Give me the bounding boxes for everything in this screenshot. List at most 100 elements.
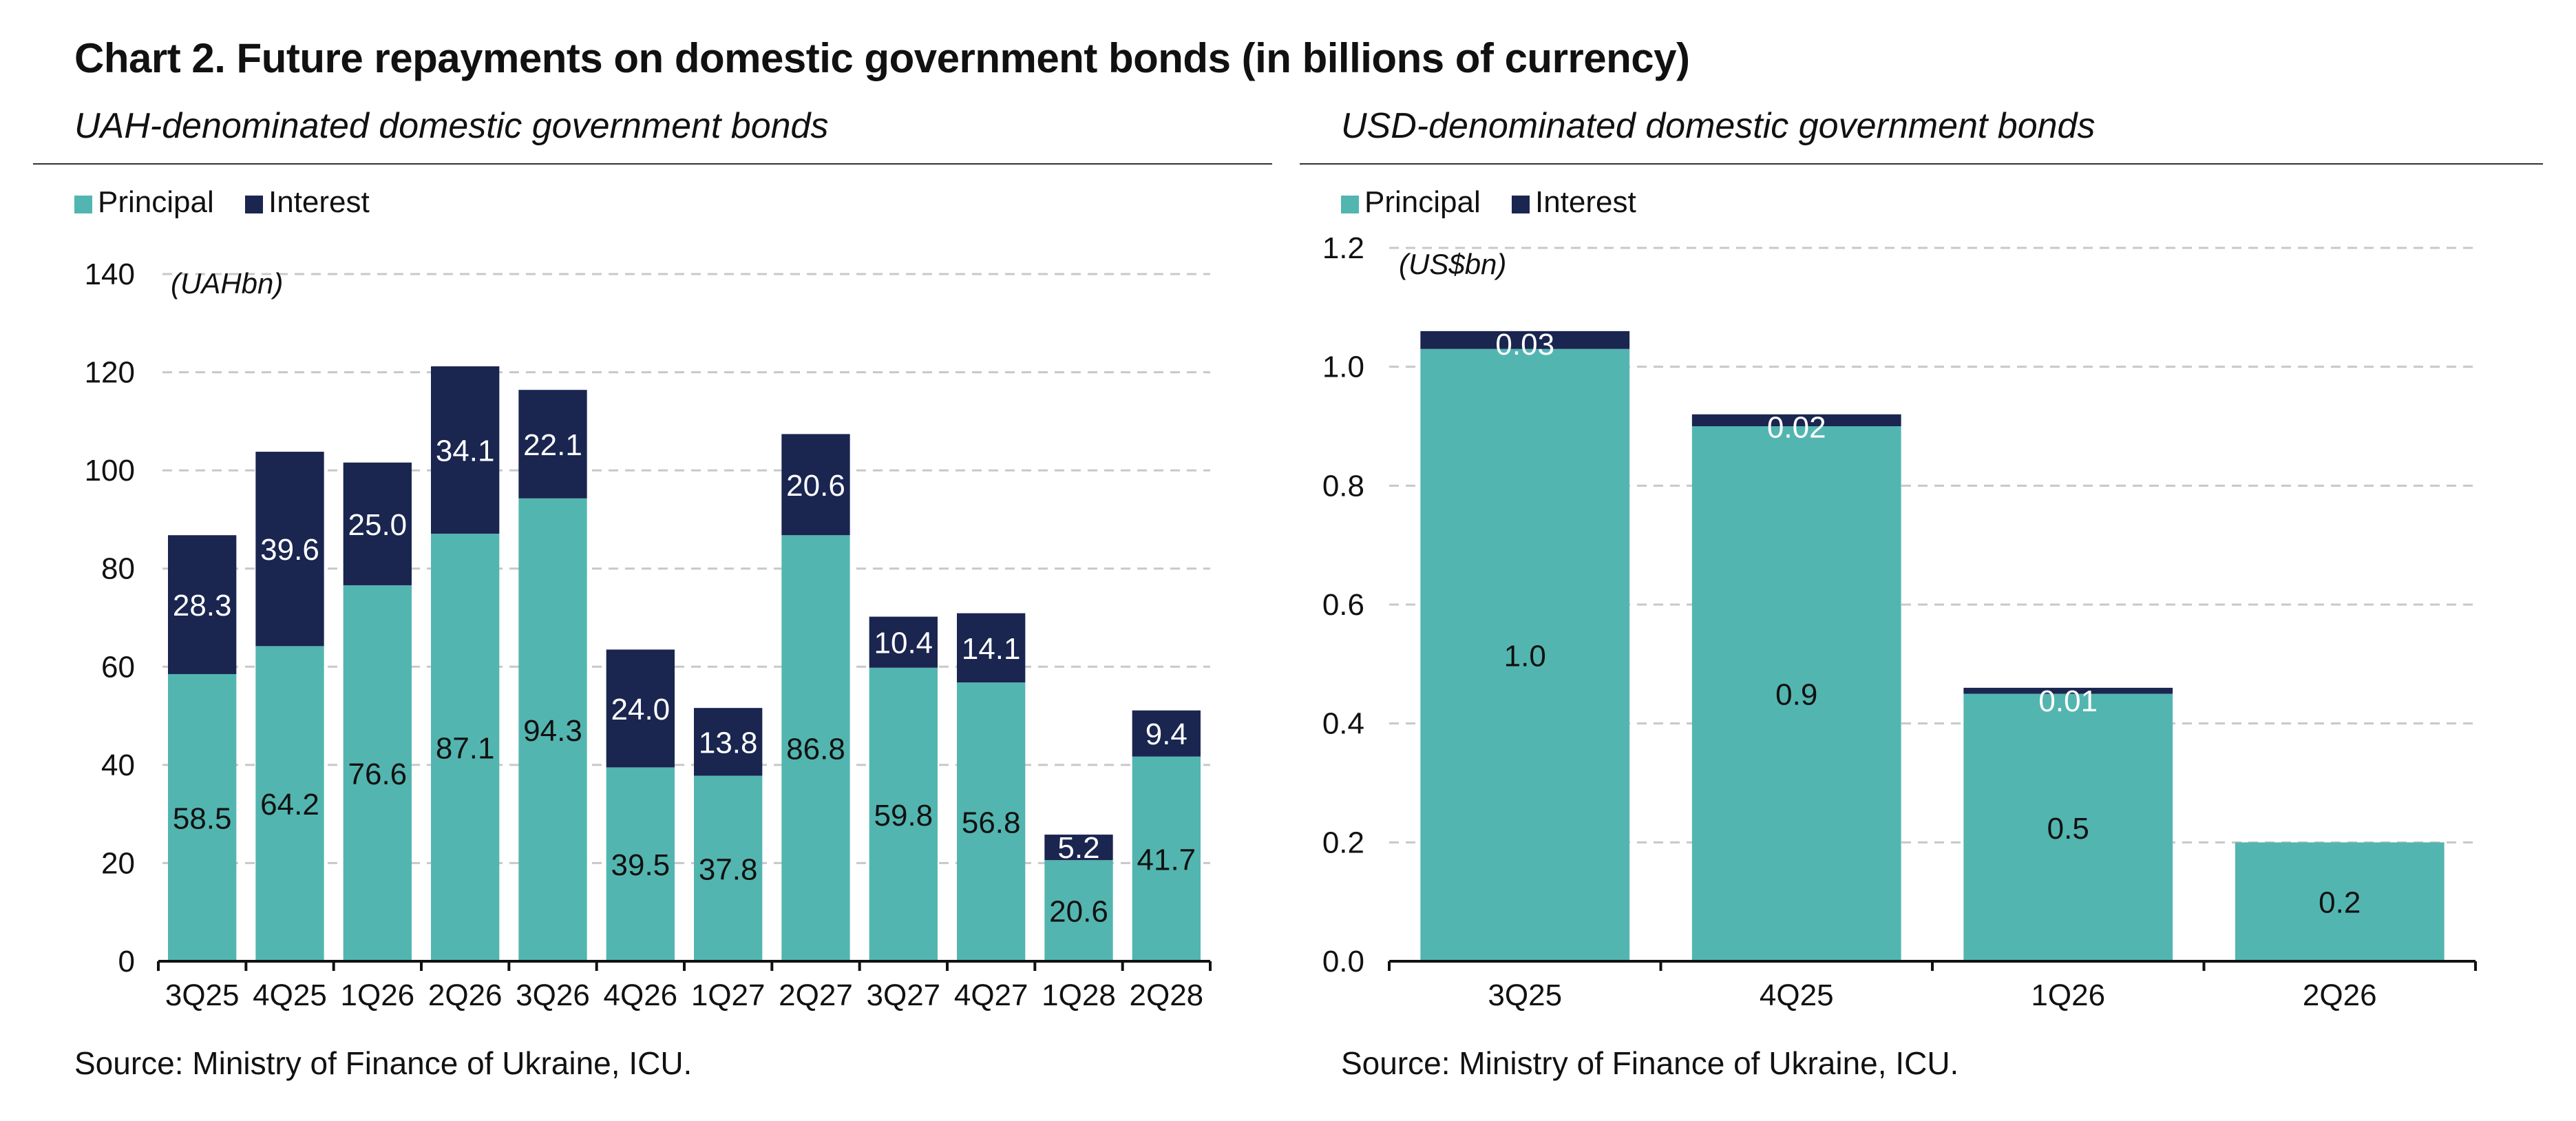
y-tick-label: 40	[101, 748, 135, 782]
x-tick-label: 3Q26	[516, 978, 590, 1012]
bar-interest	[694, 708, 763, 776]
y-tick-label: 20	[101, 846, 135, 880]
bar-principal	[694, 775, 763, 961]
y-tick-label: 0.0	[1322, 945, 1364, 978]
bar-interest	[1044, 835, 1113, 861]
bar-interest	[957, 613, 1026, 683]
data-label-interest: 28.3	[173, 589, 232, 622]
bar-principal	[1132, 756, 1201, 961]
x-tick-label: 3Q25	[165, 978, 240, 1012]
unit-label: (UAHbn)	[171, 267, 283, 300]
data-label-interest: 24.0	[611, 693, 671, 726]
data-label-principal: 59.8	[874, 799, 933, 832]
data-label-principal: 58.5	[173, 802, 232, 835]
bar-principal	[1044, 860, 1113, 961]
legend-swatch-principal	[1341, 196, 1359, 213]
data-label-interest: 25.0	[348, 508, 408, 542]
y-tick-label: 0.2	[1322, 826, 1364, 859]
data-label-interest: 14.1	[962, 632, 1021, 666]
bar-principal	[431, 534, 500, 961]
x-tick-label: 3Q25	[1488, 978, 1562, 1012]
y-tick-label: 0.4	[1322, 707, 1364, 741]
source-note: Source: Ministry of Finance of Ukraine, …	[1341, 1045, 1959, 1081]
y-tick-label: 1.2	[1322, 231, 1364, 265]
unit-label: (US$bn)	[1399, 248, 1506, 280]
bar-principal	[168, 673, 237, 961]
bar-principal	[1963, 693, 2173, 961]
chart-title: Chart 2. Future repayments on domestic g…	[74, 35, 1690, 81]
y-tick-label: 80	[101, 552, 135, 586]
x-tick-label: 4Q27	[954, 978, 1028, 1012]
data-label-principal: 0.5	[2047, 812, 2089, 846]
x-tick-label: 1Q27	[691, 978, 766, 1012]
chart-panel-0: UAH-denominated domestic government bond…	[33, 106, 1272, 1081]
data-label-principal: 20.6	[1049, 895, 1108, 929]
x-tick-label: 4Q26	[604, 978, 678, 1012]
y-tick-label: 0.8	[1322, 469, 1364, 503]
data-label-interest: 20.6	[786, 469, 845, 503]
legend-label-interest: Interest	[1535, 185, 1636, 219]
bar-principal	[781, 535, 850, 961]
data-label-interest: 34.1	[436, 434, 495, 468]
chart-panel-1: USD-denominated domestic government bond…	[1300, 106, 2543, 1081]
legend-swatch-interest	[1512, 196, 1530, 213]
chart-subtitle: USD-denominated domestic government bond…	[1341, 106, 2095, 146]
bar-principal	[343, 585, 412, 961]
y-tick-label: 120	[85, 356, 135, 390]
bar-principal	[518, 498, 587, 961]
data-label-principal: 87.1	[436, 732, 495, 766]
bar-interest	[343, 462, 412, 585]
data-label-principal: 41.7	[1137, 843, 1196, 877]
x-tick-label: 2Q26	[428, 978, 503, 1012]
legend-swatch-principal	[74, 196, 92, 213]
bar-principal	[869, 667, 938, 961]
chart-subtitle: UAH-denominated domestic government bond…	[74, 106, 828, 146]
y-tick-label: 60	[101, 650, 135, 684]
bar-interest	[1963, 687, 2173, 694]
bar-principal	[255, 646, 324, 961]
data-label-principal: 0.9	[1775, 678, 1817, 712]
data-label-interest: 0.01	[2038, 684, 2098, 718]
bar-interest	[255, 452, 324, 647]
bar-interest	[431, 366, 500, 534]
bar-principal	[957, 682, 1026, 961]
data-label-principal: 94.3	[523, 714, 582, 748]
x-tick-label: 2Q26	[2303, 978, 2377, 1012]
data-label-principal: 64.2	[260, 788, 319, 821]
data-label-interest: 10.4	[874, 627, 933, 660]
x-tick-label: 3Q27	[867, 978, 941, 1012]
x-tick-label: 4Q25	[253, 978, 327, 1012]
y-tick-label: 140	[85, 258, 135, 291]
data-label-interest: 13.8	[699, 726, 758, 759]
data-label-principal: 37.8	[699, 852, 758, 886]
bar-interest	[518, 390, 587, 499]
x-tick-label: 2Q28	[1130, 978, 1204, 1012]
y-tick-label: 100	[85, 454, 135, 488]
bar-interest	[1132, 710, 1201, 757]
bar-interest	[1691, 414, 1901, 426]
bar-interest	[869, 616, 938, 668]
y-tick-label: 0	[118, 945, 135, 978]
y-tick-label: 1.0	[1322, 350, 1364, 384]
data-label-principal: 1.0	[1504, 639, 1546, 673]
data-label-interest: 22.1	[523, 428, 582, 462]
bar-principal	[606, 767, 675, 961]
data-label-principal: 56.8	[962, 806, 1021, 840]
legend-label-principal: Principal	[1364, 185, 1481, 219]
x-tick-label: 2Q27	[779, 978, 853, 1012]
bar-interest	[781, 434, 850, 536]
bar-principal	[1420, 348, 1630, 961]
data-label-interest: 5.2	[1057, 831, 1099, 865]
data-label-principal: 86.8	[786, 733, 845, 766]
x-tick-label: 1Q26	[2031, 978, 2105, 1012]
data-label-principal: 39.5	[611, 848, 671, 882]
bar-principal	[2235, 842, 2445, 961]
data-label-interest: 0.03	[1495, 328, 1554, 362]
data-label-interest: 39.6	[260, 533, 319, 567]
bar-interest	[168, 535, 237, 674]
legend-label-principal: Principal	[98, 185, 214, 219]
data-label-principal: 0.2	[2319, 886, 2361, 920]
data-label-interest: 9.4	[1146, 717, 1187, 751]
data-label-interest: 0.02	[1767, 411, 1826, 445]
